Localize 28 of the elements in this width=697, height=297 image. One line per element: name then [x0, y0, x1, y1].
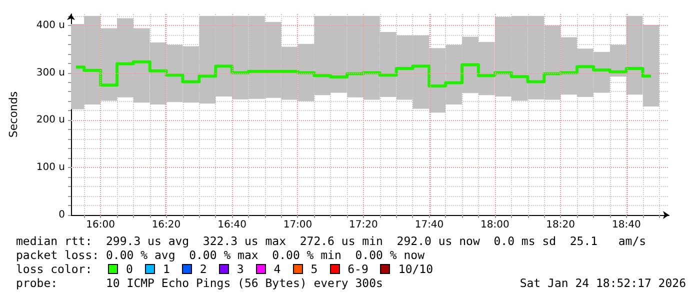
text: 0 — [126, 262, 133, 276]
y-axis-title: Seconds — [7, 91, 20, 138]
x-tick-label: 18:00 — [480, 220, 510, 230]
x-tick-label: 17:20 — [348, 220, 378, 230]
x-tick-label: 18:40 — [612, 220, 641, 230]
x-tick-label: 17:00 — [283, 220, 312, 230]
x-tick-label: 18:20 — [546, 220, 575, 230]
x-tick-label: 17:40 — [414, 220, 444, 230]
text: Sat Jan 24 18:52:17 2026 — [520, 276, 686, 290]
x-tick-label: 16:20 — [152, 220, 181, 230]
text: 3 — [236, 262, 244, 276]
text: 1 — [162, 262, 170, 276]
x-tick-label: 16:00 — [86, 220, 115, 230]
text: 10/10 — [398, 262, 434, 276]
y-tick-label: 0 — [58, 210, 65, 220]
y-tick-label: 200 u — [36, 114, 65, 126]
y-tick-label: 300 u — [36, 67, 65, 78]
text: loss color: — [16, 262, 94, 276]
text: 2 — [200, 262, 207, 276]
text: 6-9 — [348, 262, 368, 276]
x-tick-label: 16:40 — [218, 220, 246, 230]
text: median rtt: 299.3 us avg 322.3 us max 272.6 us min 292.0 us now 0.0 ms sd 25.1 am/s — [16, 234, 648, 248]
y-tick-label: 400 u — [36, 20, 65, 31]
text: probe: 10 ICMP Echo Pings (56 Bytes) every 300s — [16, 276, 383, 290]
text: 5 — [310, 262, 318, 276]
text: packet loss: 0.00 % avg 0.00 % max 0.00 % min 0.00 % now — [16, 248, 426, 262]
y-tick-label: 100 u — [36, 162, 65, 174]
text: 4 — [274, 262, 281, 276]
